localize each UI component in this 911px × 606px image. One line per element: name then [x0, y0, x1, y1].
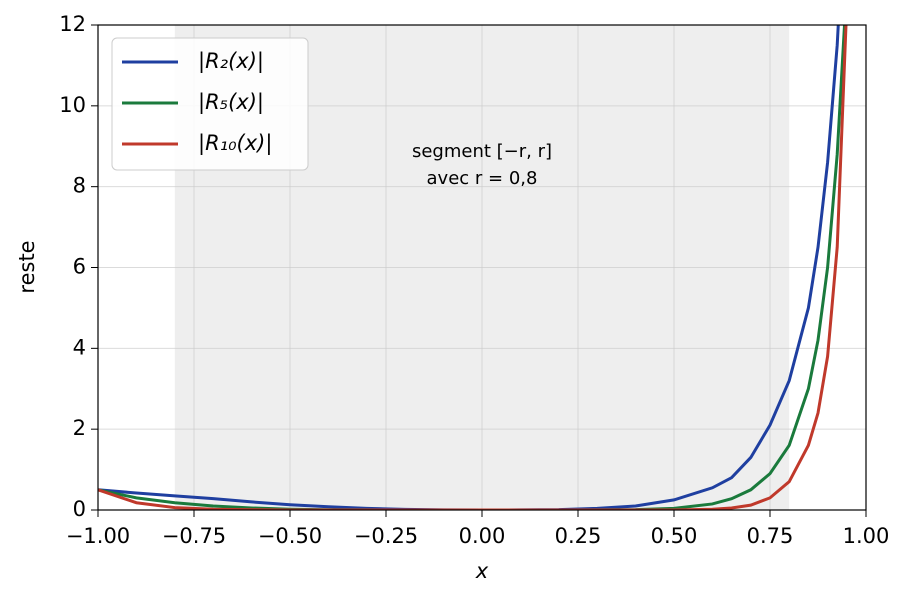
- legend-label: |R₁₀(x)|: [198, 131, 272, 156]
- x-axis-label: x: [475, 559, 489, 583]
- y-tick-label: 12: [59, 12, 86, 36]
- x-tick-label: −0.75: [162, 524, 226, 548]
- y-tick-label: 4: [73, 335, 86, 359]
- x-tick-label: −0.25: [354, 524, 418, 548]
- y-tick-label: 8: [73, 174, 86, 198]
- legend-label: |R₅(x)|: [198, 90, 264, 115]
- plot-frame: [97, 24, 867, 511]
- y-tick-label: 2: [73, 416, 86, 440]
- x-tick-label: 0.50: [651, 524, 698, 548]
- legend-box: [111, 37, 309, 171]
- y-tick-label: 0: [73, 497, 86, 521]
- y-tick-label: 6: [73, 255, 86, 279]
- y-axis-label: reste: [15, 240, 39, 293]
- annotation: avec r = 0,8: [427, 168, 538, 189]
- legend-label: |R₂(x)|: [198, 49, 264, 74]
- x-tick-label: −1.00: [66, 524, 130, 548]
- x-tick-label: −0.50: [258, 524, 322, 548]
- x-tick-label: 0.00: [459, 524, 506, 548]
- x-tick-label: 0.75: [747, 524, 794, 548]
- x-tick-label: 1.00: [843, 524, 890, 548]
- y-tick-label: 10: [59, 93, 86, 117]
- x-tick-label: 0.25: [555, 524, 602, 548]
- annotation: segment [−r, r]: [412, 141, 552, 162]
